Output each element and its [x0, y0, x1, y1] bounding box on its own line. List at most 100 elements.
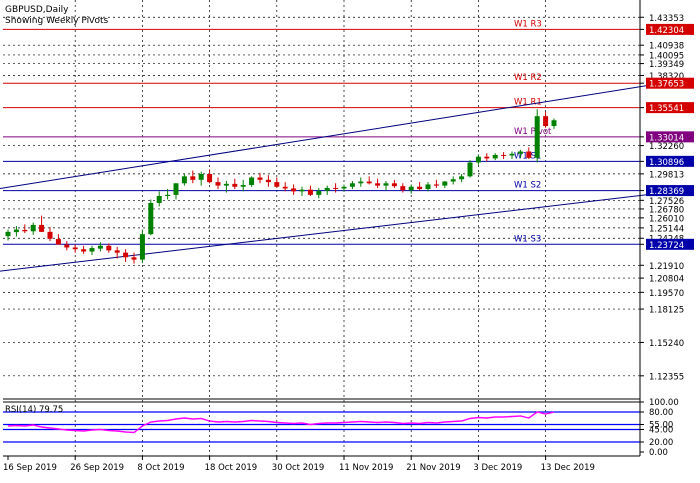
price-tick-label: 1.37653 [649, 80, 684, 90]
candle-body [274, 182, 280, 187]
price-tick-label: 1.15240 [649, 339, 684, 349]
candle-body [47, 231, 53, 239]
rsi-title: RSI(14) 79.75 [5, 405, 63, 415]
candle-body [509, 153, 515, 156]
price-tick-label: 1.19570 [649, 289, 684, 299]
candle-body [299, 189, 305, 192]
price-tick-label: 1.18125 [649, 306, 684, 316]
candle-body [223, 183, 229, 186]
candle-body [400, 186, 406, 191]
candle-body [55, 239, 61, 245]
candle-body [307, 189, 313, 195]
channel-line [0, 190, 681, 272]
time-tick-label: 8 Oct 2019 [137, 463, 184, 473]
candle-body [265, 179, 271, 183]
candle-body [391, 183, 397, 187]
candle-body [173, 183, 179, 195]
grid-layer [3, 0, 640, 457]
price-tick-label: 1.25144 [649, 224, 684, 234]
candle-body [450, 179, 456, 182]
rsi-tick-label: 45.00 [649, 426, 673, 436]
rsi-tick-label: 80.00 [649, 408, 673, 418]
candle-body [543, 116, 549, 127]
price-label-box [646, 77, 694, 89]
candle-body [517, 151, 523, 154]
candle-body [123, 252, 129, 258]
time-tick-label: 11 Nov 2019 [339, 463, 393, 473]
price-label-box [646, 23, 694, 35]
channel-layer [0, 79, 681, 272]
channel-line [0, 79, 681, 189]
candle-body [316, 190, 322, 195]
candle-body [375, 183, 381, 186]
time-tick-label: 18 Oct 2019 [205, 463, 258, 473]
candle-body [467, 162, 473, 177]
candle-body [89, 248, 95, 252]
candle-body [165, 194, 171, 197]
candle-body [198, 174, 204, 180]
pivot-label: W1 S3 [514, 234, 541, 244]
price-tick-label: 1.30896 [649, 158, 684, 168]
price-tick-label: 1.39349 [649, 60, 684, 70]
price-tick-label: 1.12355 [649, 372, 684, 382]
candle-body [291, 188, 297, 192]
candle-body [417, 186, 423, 190]
price-label-box [646, 238, 694, 250]
candle-body [484, 156, 490, 159]
candle-body [341, 186, 347, 189]
candle-body [358, 181, 364, 184]
price-tick-label: 1.35541 [649, 104, 684, 114]
pivot-label: W1 R1 [514, 98, 542, 108]
rsi-tick-label: 55.00 [649, 421, 673, 431]
price-label-box [646, 155, 694, 167]
candle-body [131, 257, 137, 260]
pivot-label: W1 R3 [514, 19, 542, 29]
candle-body [333, 187, 339, 189]
candle-body [240, 185, 246, 187]
candle-body [408, 186, 414, 191]
rsi-tick-label: 100.00 [649, 398, 679, 408]
time-tick-label: 16 Sep 2019 [3, 463, 57, 473]
chart-subtitle: Showing Weekly Pivots [5, 16, 108, 26]
price-tick-label: 1.21910 [649, 262, 684, 272]
candle-body [475, 156, 481, 163]
candle-body [156, 196, 162, 203]
price-label-box [646, 131, 694, 143]
candle-layer [5, 109, 557, 264]
candle-body [106, 245, 112, 251]
candle-body [442, 181, 448, 186]
pivot-label: W1 R2 [514, 73, 542, 83]
rsi-line [7, 411, 555, 434]
candle-body [114, 250, 120, 253]
pivot-label: W1 Pivot [514, 127, 552, 137]
price-label-box [646, 185, 694, 197]
candle-body [190, 176, 196, 180]
candle-body [526, 151, 532, 158]
candle-body [366, 181, 372, 184]
rsi-tick-label: 0.00 [649, 448, 668, 458]
candle-body [232, 183, 238, 187]
candle-body [148, 202, 154, 235]
price-tick-label: 1.27526 [649, 197, 684, 207]
price-tick-label: 1.26010 [649, 214, 684, 224]
candle-body [39, 224, 45, 232]
candle-body [433, 184, 439, 186]
candle-body [30, 224, 36, 232]
price-tick-label: 1.32260 [649, 142, 684, 152]
candle-body [207, 174, 213, 183]
price-tick-label: 1.23724 [649, 241, 684, 251]
candle-body [64, 244, 70, 248]
chart-title: GBPUSD,Daily [5, 5, 69, 15]
candle-body [97, 245, 103, 249]
time-tick-label: 26 Sep 2019 [70, 463, 124, 473]
price-tick-label: 1.38320 [649, 72, 684, 82]
price-tick-label: 1.43353 [649, 14, 684, 24]
candle-body [139, 234, 145, 260]
price-tick-label: 1.40938 [649, 42, 684, 52]
